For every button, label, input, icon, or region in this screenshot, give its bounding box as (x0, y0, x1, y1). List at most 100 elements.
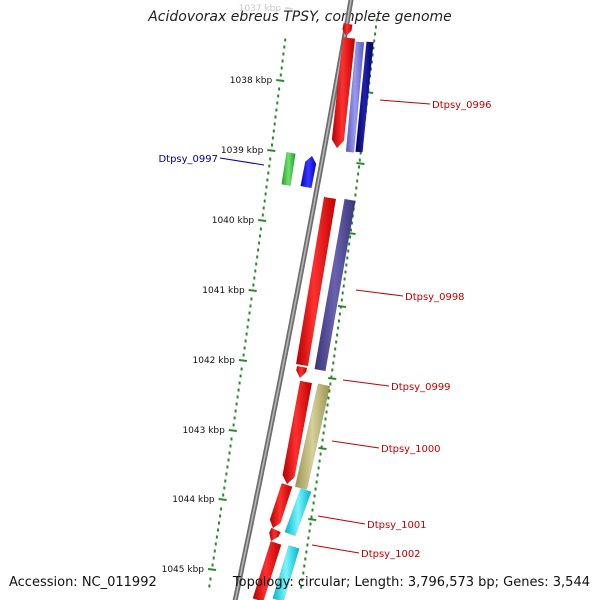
scale-tick-minor (250, 297, 253, 301)
scale-tick-major (258, 219, 267, 222)
outer-tick-minor (327, 396, 330, 400)
accession-text: Accession: NC_011992 (9, 575, 157, 590)
scale-tick-minor (223, 486, 226, 490)
gene-leader-line (317, 515, 366, 525)
scale-tick-minor (259, 227, 262, 231)
outer-tick-minor (317, 466, 320, 470)
gene-label[interactable]: Dtpsy_1001 (367, 520, 427, 531)
scale-tick-minor (279, 73, 282, 77)
scale-label: 1040 kbp (212, 216, 255, 226)
gene-leader-line (311, 544, 360, 554)
outer-tick-minor (324, 417, 327, 421)
outer-tick-minor (349, 235, 352, 239)
outer-tick-minor (313, 494, 316, 498)
gene-label[interactable]: Dtpsy_0999 (391, 382, 451, 393)
outer-tick-minor (375, 18, 378, 22)
outer-tick-minor (319, 452, 322, 456)
outer-tick-minor (305, 550, 308, 554)
outer-tick-minor (303, 564, 306, 568)
outer-tick-minor (322, 431, 325, 435)
gene-block-red (296, 365, 308, 379)
outer-tick-minor (334, 347, 337, 351)
scale-tick-minor (253, 276, 256, 280)
scale-tick-minor (276, 101, 279, 105)
outer-tick-minor (374, 25, 377, 29)
outer-tick-minor (302, 571, 305, 575)
outer-tick-minor (355, 186, 358, 190)
scale-tick-minor (284, 38, 287, 42)
genome-summary-text: Topology: circular; Length: 3,796,573 bp… (232, 575, 590, 590)
scale-tick-minor (261, 213, 264, 217)
scale-tick-minor (235, 402, 238, 406)
gene-leader-line (342, 379, 390, 387)
outer-tick-minor (371, 53, 374, 57)
scale-tick-minor (229, 444, 232, 448)
outer-tick-minor (347, 249, 350, 253)
gene-block-red (269, 527, 281, 542)
scale-tick-minor (254, 269, 257, 273)
outer-tick-minor (326, 403, 329, 407)
scale-tick-minor (280, 66, 283, 70)
scale-tick-minor (218, 521, 220, 525)
gene-block-red (282, 380, 313, 485)
outer-tick-minor (332, 361, 335, 365)
gene-label[interactable]: Dtpsy_1002 (361, 549, 421, 560)
scale-tick-minor (272, 129, 275, 133)
scale-tick-minor (236, 395, 239, 399)
gene-block-green (281, 152, 296, 186)
gene-label[interactable]: Dtpsy_0997 (158, 154, 218, 165)
outer-tick-minor (335, 340, 338, 344)
gene-block-cyan (284, 487, 312, 537)
outer-tick-minor (325, 410, 328, 414)
scale-tick-minor (281, 59, 284, 63)
scale-tick-minor (220, 507, 223, 511)
scale-tick-minor (215, 535, 218, 539)
outer-tick-minor (372, 46, 375, 50)
outer-tick-minor (323, 424, 326, 428)
scale-tick-minor (237, 388, 240, 392)
scale-tick-minor (262, 206, 265, 210)
outer-tick-minor (314, 487, 317, 491)
scale-tick-minor (208, 584, 211, 588)
outer-tick-minor (374, 32, 377, 36)
scale-tick-minor (271, 136, 274, 140)
outer-tick-minor (333, 354, 336, 358)
outer-tick-minor (340, 298, 343, 302)
outer-tick-minor (312, 501, 315, 505)
outer-tick-minor (315, 480, 318, 484)
outer-tick-minor (338, 319, 340, 323)
scale-label: 1042 kbp (193, 356, 236, 366)
scale-tick-minor (222, 493, 225, 497)
outer-tick-minor (328, 389, 331, 393)
outer-tick-minor (320, 445, 323, 449)
gene-block-blue (300, 155, 317, 189)
outer-tick-minor (345, 263, 348, 267)
scale-tick-major (276, 79, 285, 82)
scale-tick-minor (265, 185, 268, 189)
scale-label: 1044 kbp (172, 495, 215, 505)
scale-label: 1038 kbp (230, 76, 273, 86)
gene-block-red (342, 23, 353, 37)
gene-block-red (331, 37, 356, 149)
outer-tick-major (308, 518, 317, 521)
gene-label[interactable]: Dtpsy_0998 (405, 292, 465, 303)
scale-tick-minor (233, 416, 236, 420)
outer-tick-minor (311, 508, 314, 512)
gene-label[interactable]: Dtpsy_0996 (432, 100, 492, 111)
scale-tick-minor (214, 542, 217, 546)
scale-tick-minor (274, 115, 277, 119)
scale-tick-minor (249, 304, 252, 308)
gene-label[interactable]: Dtpsy_1000 (381, 444, 441, 455)
outer-tick-minor (350, 221, 353, 225)
outer-tick-minor (356, 179, 359, 183)
scale-tick-minor (269, 157, 272, 161)
outer-tick-major (356, 162, 365, 165)
scale-tick-major (248, 289, 257, 292)
scale-tick-minor (277, 94, 280, 98)
gene-block-red (295, 196, 337, 367)
scale-tick-minor (244, 339, 247, 343)
scale-tick-minor (228, 451, 231, 455)
gene-block-purple (314, 198, 356, 372)
outer-tick-minor (301, 578, 304, 582)
outer-tick-minor (316, 473, 319, 477)
